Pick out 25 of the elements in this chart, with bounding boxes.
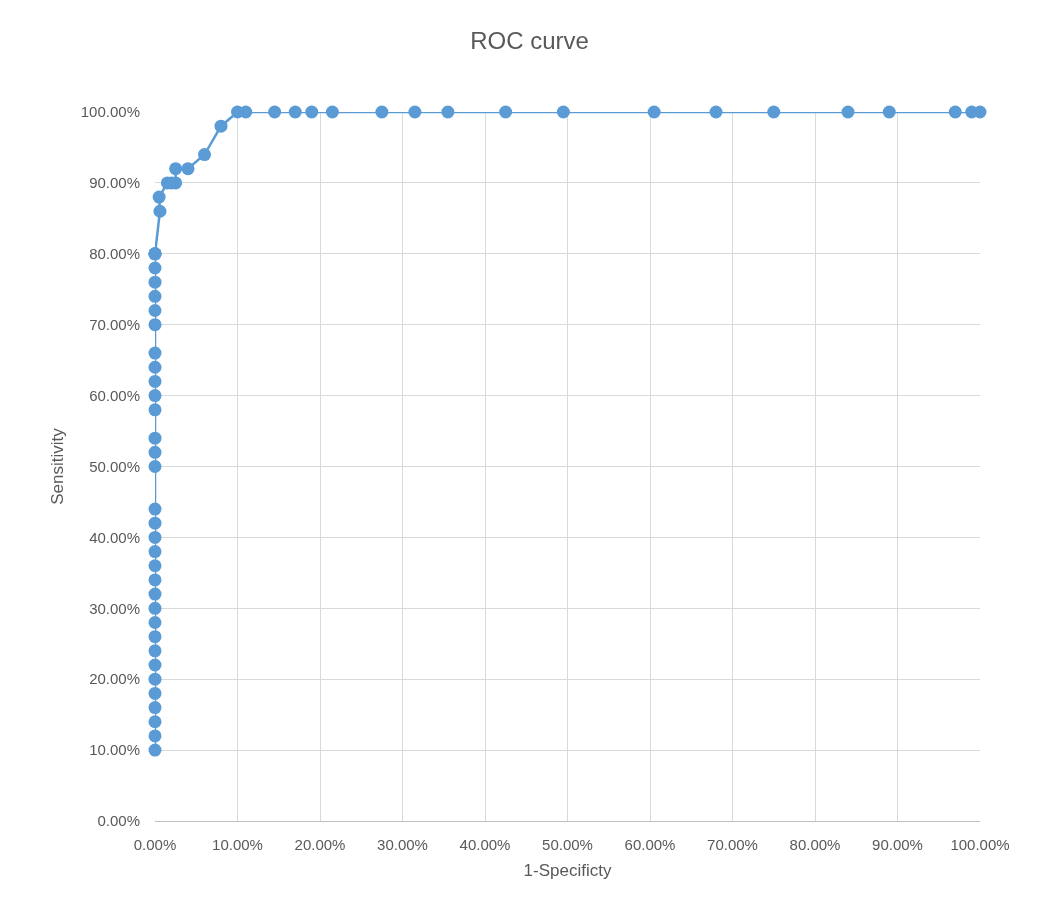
y-tick-label: 100.00% <box>80 103 140 121</box>
y-tick-label: 70.00% <box>89 315 140 333</box>
y-axis-title: Sensitivity <box>48 427 68 505</box>
x-tick-label: 30.00% <box>377 836 428 853</box>
x-tick-label: 50.00% <box>542 836 593 853</box>
y-tick-label: 0.00% <box>97 812 140 830</box>
x-tick-label: 70.00% <box>707 836 758 853</box>
chart-title: ROC curve <box>470 26 589 54</box>
y-tick-label: 80.00% <box>89 245 140 263</box>
x-tick-label: 20.00% <box>294 836 346 853</box>
x-tick-label: 0.00% <box>133 836 177 853</box>
y-tick-label: 90.00% <box>89 174 140 192</box>
y-tick-label: 10.00% <box>89 741 140 759</box>
y-tick-label: 40.00% <box>89 528 140 546</box>
x-tick-label: 80.00% <box>789 836 841 853</box>
y-tick-label: 30.00% <box>89 599 140 617</box>
y-tick-label: 50.00% <box>89 457 140 475</box>
x-tick-label: 10.00% <box>212 836 263 853</box>
x-tick-label: 100.00% <box>950 836 1010 853</box>
x-tick-label: 90.00% <box>872 836 923 853</box>
y-tick-label: 20.00% <box>89 670 140 688</box>
x-axis-title: 1-Specificty <box>523 861 612 881</box>
x-tick-label: 40.00% <box>459 836 511 853</box>
y-tick-label: 60.00% <box>89 386 140 404</box>
x-tick-label: 60.00% <box>624 836 676 853</box>
